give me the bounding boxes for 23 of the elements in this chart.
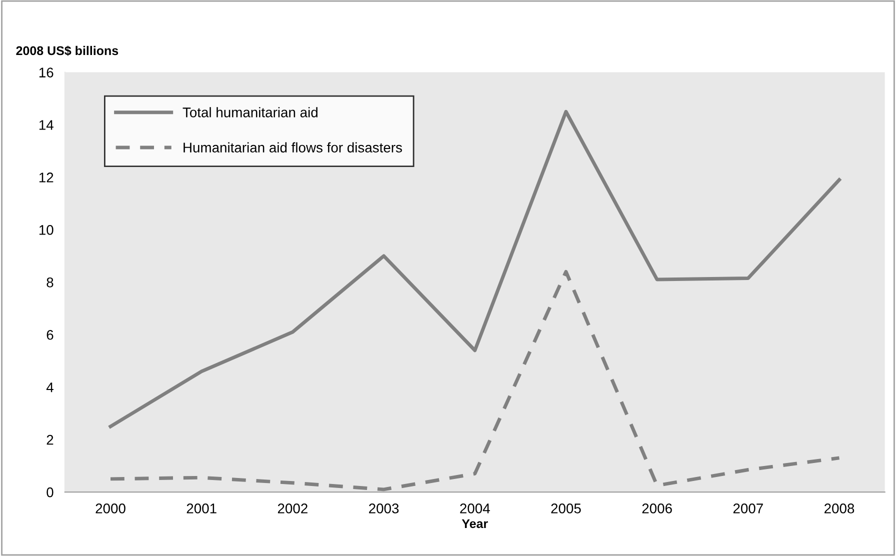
y-tick-label: 2: [46, 434, 54, 445]
x-tick-label: 2005: [551, 504, 581, 514]
x-tick-label: 2004: [460, 504, 490, 514]
x-tick-label: 2008: [824, 504, 854, 514]
x-tick-label: 2000: [96, 504, 126, 514]
y-axis-title: 2008 US$ billions: [16, 46, 118, 56]
y-tick-label: 8: [46, 278, 54, 288]
x-tick-label: 2003: [369, 504, 399, 514]
y-tick-label: 10: [39, 225, 54, 235]
y-tick-label: 6: [46, 330, 54, 340]
x-tick-label: 2006: [642, 504, 672, 514]
y-tick-label: 4: [46, 382, 54, 392]
x-tick-label: 2002: [278, 504, 308, 514]
y-tick-label: 16: [39, 68, 54, 78]
x-tick-label: 2007: [733, 504, 763, 514]
x-axis-title: Year: [462, 519, 488, 528]
x-tick-label: 2001: [186, 504, 216, 514]
legend-label: Humanitarian aid flows for disasters: [184, 142, 402, 152]
legend-label: Total humanitarian aid: [182, 107, 318, 118]
y-tick-label: 12: [39, 172, 54, 182]
y-tick-label: 14: [39, 120, 54, 130]
y-tick-label: 0: [46, 487, 54, 498]
line-series: [108, 270, 841, 492]
